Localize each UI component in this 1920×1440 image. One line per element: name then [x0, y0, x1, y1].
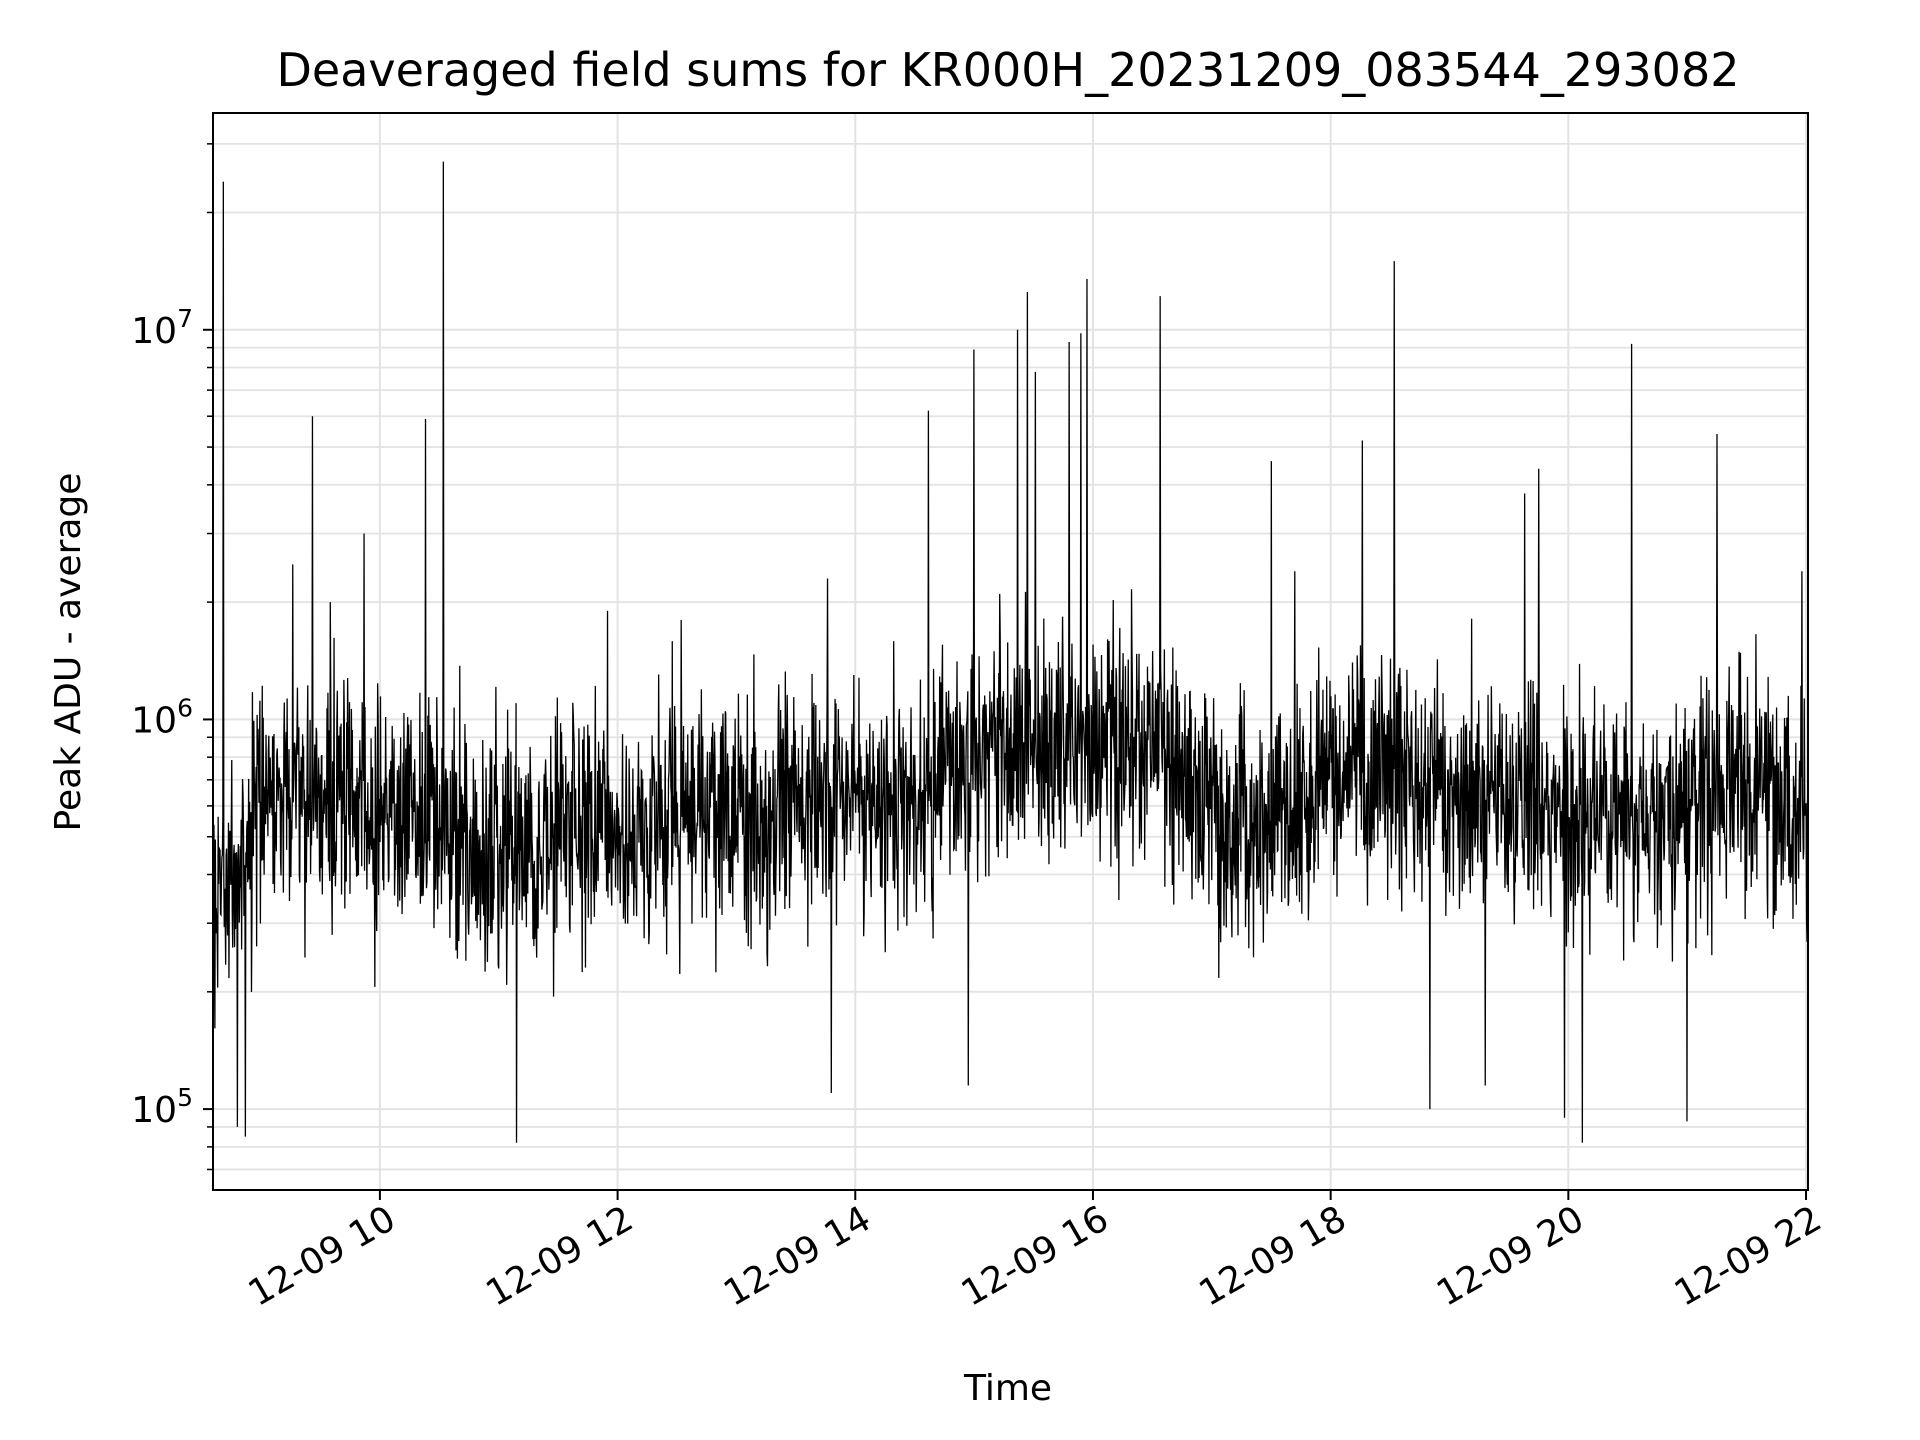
- y-tick-label: 107: [131, 304, 193, 352]
- plot-area: [213, 113, 1808, 1190]
- y-tick-label: 105: [131, 1083, 193, 1131]
- plot-frame: [212, 112, 1809, 1191]
- y-axis-ticks: 105 106 107: [131, 143, 213, 1171]
- x-axis-label: Time: [963, 1368, 1052, 1409]
- y-tick-label: 106: [131, 693, 193, 741]
- data-series: [212, 161, 1809, 1143]
- y-axis-label: Peak ADU - average: [48, 473, 89, 832]
- chart-title: Deaveraged field sums for KR000H_2023120…: [277, 43, 1740, 97]
- series-line: [212, 161, 1809, 1143]
